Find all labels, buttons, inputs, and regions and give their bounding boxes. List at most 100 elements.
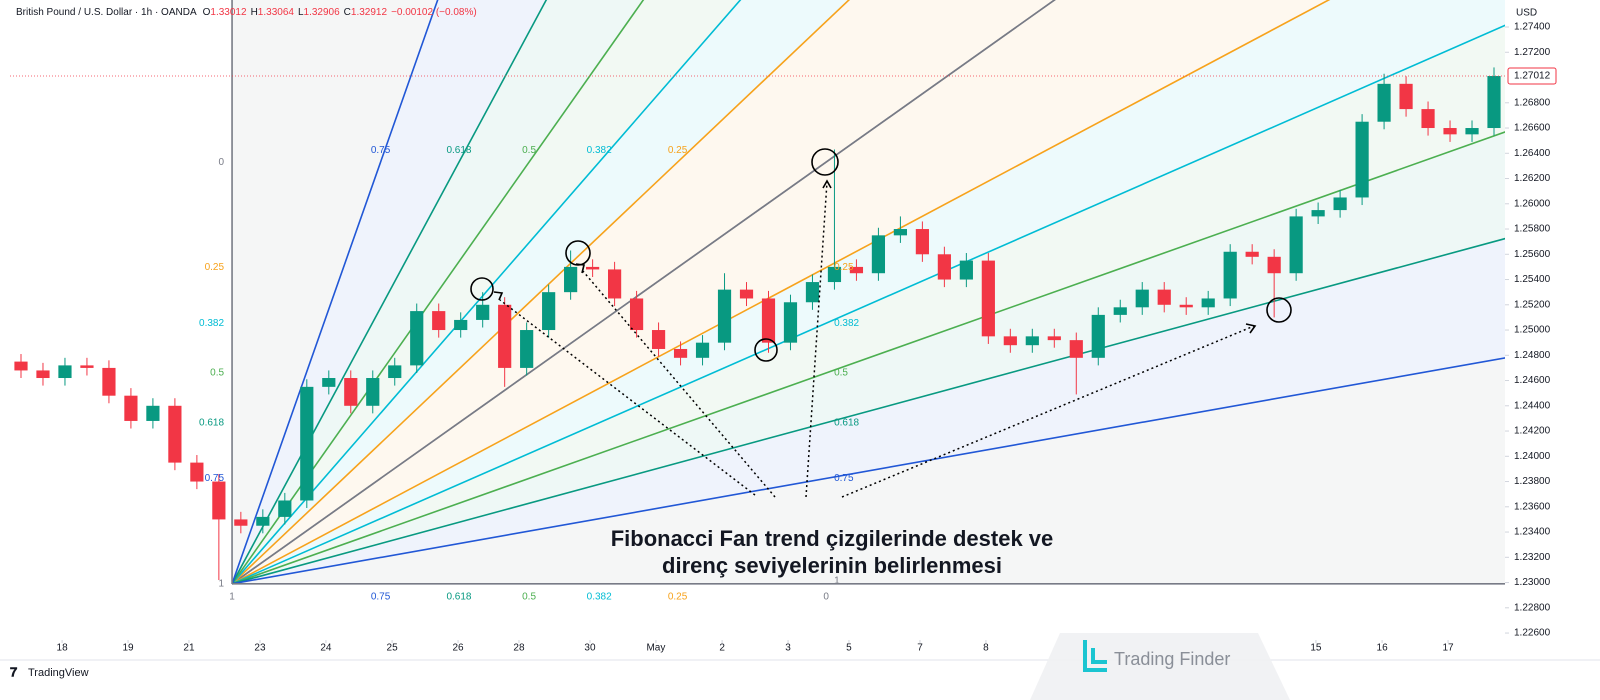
y-tick-label: 1.24000 bbox=[1514, 451, 1551, 462]
x-tick-label: 2 bbox=[719, 643, 725, 654]
candle-body bbox=[1069, 340, 1083, 358]
fan-level-label: 0.25 bbox=[205, 262, 225, 273]
fan-level-label: 0.5 bbox=[522, 591, 536, 602]
candle-body bbox=[278, 500, 292, 517]
highlight-circle bbox=[470, 277, 494, 301]
candle-body bbox=[1091, 314, 1105, 358]
last-price-box bbox=[1507, 67, 1557, 85]
y-tick-label: 1.26600 bbox=[1514, 123, 1551, 134]
y-tick-label: 1.25200 bbox=[1514, 299, 1551, 310]
candle-body bbox=[805, 282, 820, 303]
candle-body bbox=[1311, 210, 1325, 217]
ohlc-key: H bbox=[251, 7, 258, 18]
candle-body bbox=[586, 266, 600, 270]
candle-body bbox=[212, 481, 226, 520]
fan-level-label: 0.618 bbox=[834, 417, 859, 428]
price-axis bbox=[1505, 0, 1600, 640]
ohlc-value: 1.33012 bbox=[210, 7, 247, 18]
fan-level-label: 1 bbox=[229, 591, 235, 602]
x-tick-label: May bbox=[646, 643, 665, 654]
fan-level-label: 0 bbox=[218, 157, 224, 168]
ohlc-key: L bbox=[298, 7, 304, 18]
candle-body bbox=[1289, 216, 1303, 274]
candle-body bbox=[1377, 83, 1391, 122]
candle-body bbox=[827, 266, 842, 283]
x-tick-label: 8 bbox=[983, 643, 989, 654]
candle-body bbox=[871, 235, 886, 274]
x-tick-label: 28 bbox=[513, 643, 525, 654]
candle-body bbox=[1355, 121, 1369, 198]
x-tick-label: 21 bbox=[183, 643, 195, 654]
fan-band bbox=[232, 0, 1505, 584]
y-tick-label: 1.22600 bbox=[1514, 628, 1551, 639]
candle-body bbox=[1047, 336, 1061, 341]
highlight-circle bbox=[1266, 297, 1292, 323]
candle-body bbox=[366, 378, 380, 406]
y-tick-label: 1.24400 bbox=[1514, 400, 1551, 411]
candle-body bbox=[1135, 289, 1149, 308]
header: British Pound / U.S. Dollar · 1h · OANDA… bbox=[16, 7, 477, 18]
brand: TradingView bbox=[28, 667, 89, 679]
y-tick-label: 1.26800 bbox=[1514, 97, 1551, 108]
candle-body bbox=[102, 367, 116, 396]
candle-body bbox=[1003, 336, 1017, 346]
candle-body bbox=[629, 298, 644, 331]
candle-body bbox=[432, 311, 446, 331]
y-tick-label: 1.26000 bbox=[1514, 198, 1551, 209]
fan-level-label: 0.5 bbox=[522, 145, 536, 156]
candle-body bbox=[1399, 83, 1413, 110]
x-tick-label: 25 bbox=[387, 643, 399, 654]
arrow bbox=[841, 325, 1255, 498]
y-tick-label: 1.23600 bbox=[1514, 501, 1551, 512]
y-axis: 1.22600 1.22800 1.23000 1.23200 1.23400 1.236… bbox=[1505, 22, 1551, 639]
fib-labels: 0 0 0.25 0.25 0.25 0.25 0.382 0.382 0.382 0.382 0.… bbox=[199, 145, 860, 603]
candle-body bbox=[1179, 304, 1193, 308]
fan-level-label: 0.618 bbox=[446, 591, 471, 602]
x-axis: 18 19 21 23 24 25 26 28 30 May 2 3 5 7 8 15 16 17 bbox=[57, 640, 1454, 654]
candle-body bbox=[849, 266, 864, 274]
candle-body bbox=[1487, 76, 1501, 129]
fan-level-label: 1 bbox=[834, 575, 840, 586]
candle-body bbox=[981, 260, 995, 337]
arrowhead bbox=[1245, 323, 1257, 334]
annotation: direnç seviyelerinin belirlenmesi bbox=[662, 553, 1002, 578]
y-tick-label: 1.24200 bbox=[1514, 426, 1551, 437]
candle-body bbox=[739, 289, 754, 299]
fan-level-label: 0.618 bbox=[199, 417, 224, 428]
fan-level-label: 0.382 bbox=[587, 591, 612, 602]
ohlc-value: 1.32906 bbox=[304, 7, 341, 18]
y-tick-label: 1.24600 bbox=[1514, 375, 1551, 386]
annotations bbox=[470, 148, 1292, 498]
y-tick-label: 1.25800 bbox=[1514, 224, 1551, 235]
y-tick-label: 1.22800 bbox=[1514, 602, 1551, 613]
ohlc-value: 1.32912 bbox=[351, 7, 388, 18]
candle-body bbox=[959, 260, 973, 280]
fan-level-label: 0.75 bbox=[205, 473, 225, 484]
y-tick-label: 1.27400 bbox=[1514, 22, 1551, 33]
y-tick-label: 1.23400 bbox=[1514, 527, 1551, 538]
candle-body bbox=[234, 519, 248, 526]
y-tick-label: 1.23000 bbox=[1514, 577, 1551, 588]
candle-body bbox=[344, 378, 358, 406]
candle-body bbox=[937, 254, 951, 280]
candle-body bbox=[498, 304, 512, 368]
candle-body bbox=[14, 361, 28, 371]
x-tick-label: 30 bbox=[584, 643, 596, 654]
candle-body bbox=[388, 365, 402, 379]
y-tick-label: 1.25400 bbox=[1514, 274, 1551, 285]
watermark: Trading Finder bbox=[1114, 649, 1230, 669]
arrowhead bbox=[575, 263, 585, 274]
y-tick-label: 1.23800 bbox=[1514, 476, 1551, 487]
candle-body bbox=[1421, 109, 1435, 129]
y-tick-label: 1.26400 bbox=[1514, 148, 1551, 159]
candle-body bbox=[1025, 336, 1039, 346]
fan-level-label: 0.75 bbox=[371, 591, 391, 602]
candle-body bbox=[300, 386, 314, 501]
last-price-label: 1.27012 bbox=[1514, 71, 1551, 82]
y-tick-label: 1.26200 bbox=[1514, 173, 1551, 184]
y-tick-label: 1.25000 bbox=[1514, 325, 1551, 336]
candle-body bbox=[190, 462, 204, 482]
candle-body bbox=[36, 370, 50, 379]
